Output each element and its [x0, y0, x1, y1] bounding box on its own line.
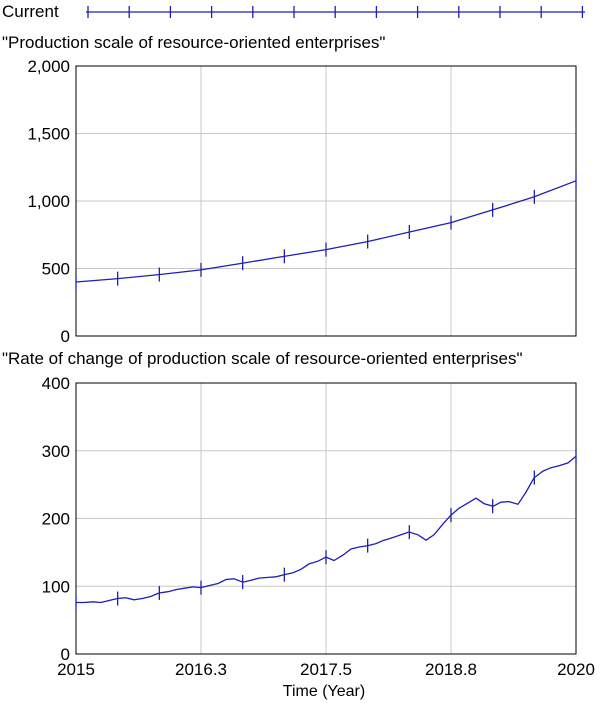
y-tick-label: 0 — [61, 327, 70, 346]
y-tick-label: 1,000 — [27, 192, 70, 211]
y-tick-label: 1,500 — [27, 125, 70, 144]
legend: Current — [0, 0, 600, 26]
y-tick-label: 300 — [42, 442, 70, 461]
y-tick-label: 0 — [61, 645, 70, 664]
legend-label: Current — [2, 2, 59, 21]
legend-line-sample — [86, 6, 585, 18]
chart-panel-2: 0 100 200 300 400 2015 2016.3 2017.5 2018.8 2020 T… — [42, 374, 595, 700]
y-tick-label: 400 — [42, 374, 70, 393]
x-tick-label: 2017.5 — [300, 660, 352, 679]
x-tick-label: 2020 — [557, 660, 595, 679]
x-tick-label: 2018.8 — [425, 660, 477, 679]
chart-panel-1: 0 500 1,000 1,500 2,000 — [27, 57, 577, 346]
chart-title-production-scale: "Production scale of resource-oriented e… — [2, 33, 386, 52]
chart-title-rate-of-change: "Rate of change of production scale of r… — [2, 349, 523, 368]
x-tick-label: 2016.3 — [175, 660, 227, 679]
y-tick-label: 500 — [42, 260, 70, 279]
y-tick-label: 100 — [42, 577, 70, 596]
y-tick-label: 200 — [42, 510, 70, 529]
y-tick-label: 2,000 — [27, 57, 70, 76]
x-tick-label: 2015 — [57, 660, 95, 679]
plot-frame — [75, 65, 577, 337]
x-axis-label: Time (Year) — [283, 683, 365, 700]
plot-frame — [75, 382, 577, 655]
